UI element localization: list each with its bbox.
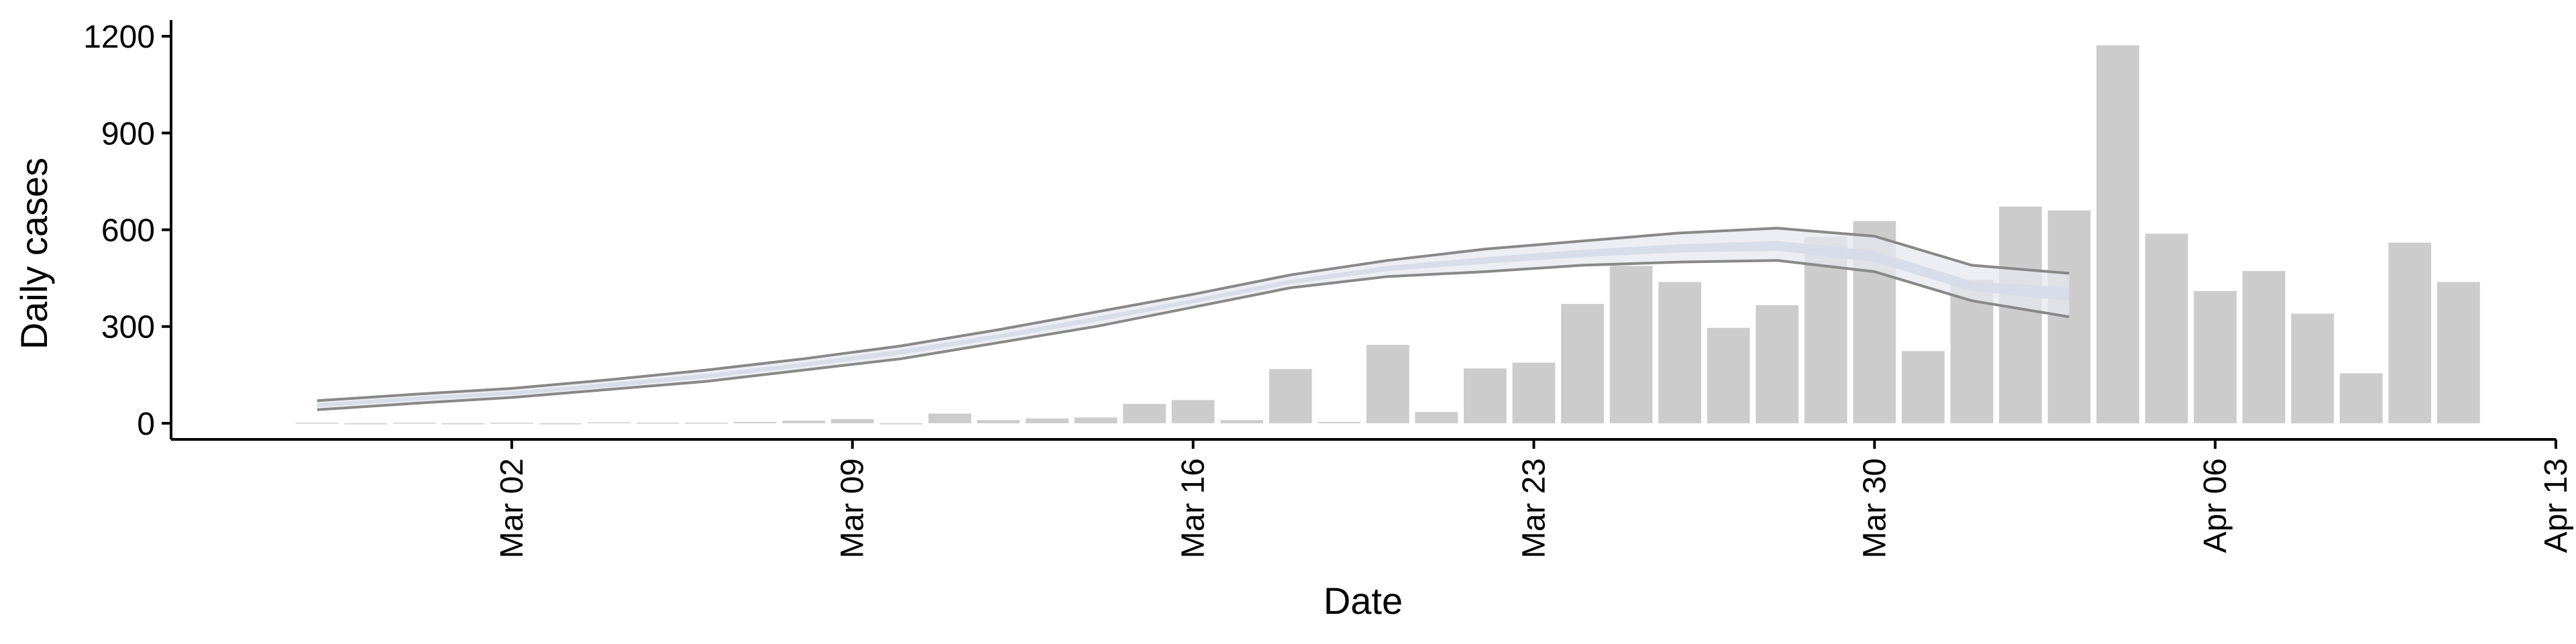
- bar-2020-04-10: [2388, 242, 2432, 423]
- bar-2020-03-23: [1512, 362, 1556, 423]
- bar-2020-03-02: [490, 423, 533, 424]
- bar-2020-04-08: [2291, 313, 2334, 423]
- bar-2020-03-05: [636, 423, 680, 424]
- bar-2020-03-21: [1415, 412, 1458, 423]
- inner-band-area: [317, 241, 2070, 407]
- x-tick-label-2020-04-06: Apr 06: [2198, 458, 2233, 553]
- outer-band-upper-line: [317, 227, 2070, 402]
- bar-2020-04-05: [2145, 233, 2188, 423]
- bar-2020-03-03: [539, 423, 582, 425]
- bar-2020-03-01: [441, 423, 485, 425]
- x-ticks-group: Mar 02 Mar 09 Mar 16 Mar 23 Mar 30 Apr 06 Apr …: [494, 439, 2574, 558]
- bar-2020-03-12: [977, 420, 1020, 423]
- y-ticks-group: 0 300 600 900 1200: [83, 19, 171, 442]
- x-tick-label-2020-04-13: Apr 13: [2538, 458, 2574, 553]
- x-tick-label-2020-03-16: Mar 16: [1176, 458, 1212, 558]
- bar-2020-02-29: [392, 423, 436, 424]
- bar-2020-03-13: [1026, 418, 1069, 423]
- bar-2020-03-25: [1609, 266, 1653, 423]
- bar-2020-04-03: [2047, 210, 2091, 423]
- bar-2020-03-17: [1220, 420, 1263, 423]
- x-tick-label-2020-03-30: Mar 30: [1857, 458, 1892, 558]
- bar-2020-02-28: [344, 423, 388, 425]
- outer-band-area: [317, 228, 2070, 410]
- x-axis-title: Date: [1324, 580, 1403, 622]
- bar-2020-03-04: [588, 422, 631, 423]
- x-tick-label-2020-03-09: Mar 09: [835, 458, 871, 558]
- bar-2020-04-06: [2194, 290, 2237, 423]
- bar-2020-03-27: [1707, 327, 1750, 423]
- bar-2020-03-31: [1901, 351, 1945, 423]
- bar-2020-03-09: [830, 419, 874, 423]
- y-tick-label-300: 300: [101, 310, 155, 345]
- bar-2020-03-18: [1269, 369, 1312, 423]
- bar-2020-04-02: [1999, 206, 2042, 423]
- bar-2020-04-09: [2339, 373, 2383, 423]
- bar-2020-03-08: [782, 421, 825, 423]
- bar-2020-03-07: [733, 422, 777, 423]
- y-axis-title: Daily cases: [13, 158, 55, 350]
- bar-2020-04-11: [2437, 282, 2480, 423]
- y-tick-label-600: 600: [101, 213, 155, 249]
- bar-2020-03-14: [1074, 417, 1118, 423]
- bar-2020-03-28: [1756, 305, 1799, 423]
- bar-2020-03-26: [1658, 282, 1701, 423]
- bar-2020-04-04: [2096, 45, 2139, 423]
- bar-2020-02-27: [295, 423, 339, 424]
- x-tick-label-2020-03-23: Mar 23: [1516, 458, 1552, 558]
- uncertainty-bands-group: [317, 227, 2070, 411]
- bar-2020-03-19: [1318, 422, 1361, 423]
- bar-2020-04-07: [2242, 271, 2286, 423]
- bar-2020-03-24: [1561, 304, 1604, 423]
- outer-band-lower-line: [317, 259, 2070, 411]
- bar-2020-03-11: [928, 413, 971, 423]
- bar-2020-03-20: [1366, 345, 1409, 423]
- y-tick-label-1200: 1200: [83, 19, 155, 55]
- bar-2020-03-15: [1123, 404, 1166, 423]
- bar-2020-03-16: [1171, 400, 1215, 423]
- bar-2020-03-22: [1464, 368, 1507, 423]
- bar-2020-03-10: [879, 423, 923, 425]
- y-tick-label-0: 0: [137, 407, 155, 442]
- x-tick-label-2020-03-02: Mar 02: [494, 458, 530, 558]
- bar-2020-03-06: [685, 423, 728, 424]
- y-tick-label-900: 900: [101, 116, 155, 152]
- bars-group: [295, 45, 2480, 425]
